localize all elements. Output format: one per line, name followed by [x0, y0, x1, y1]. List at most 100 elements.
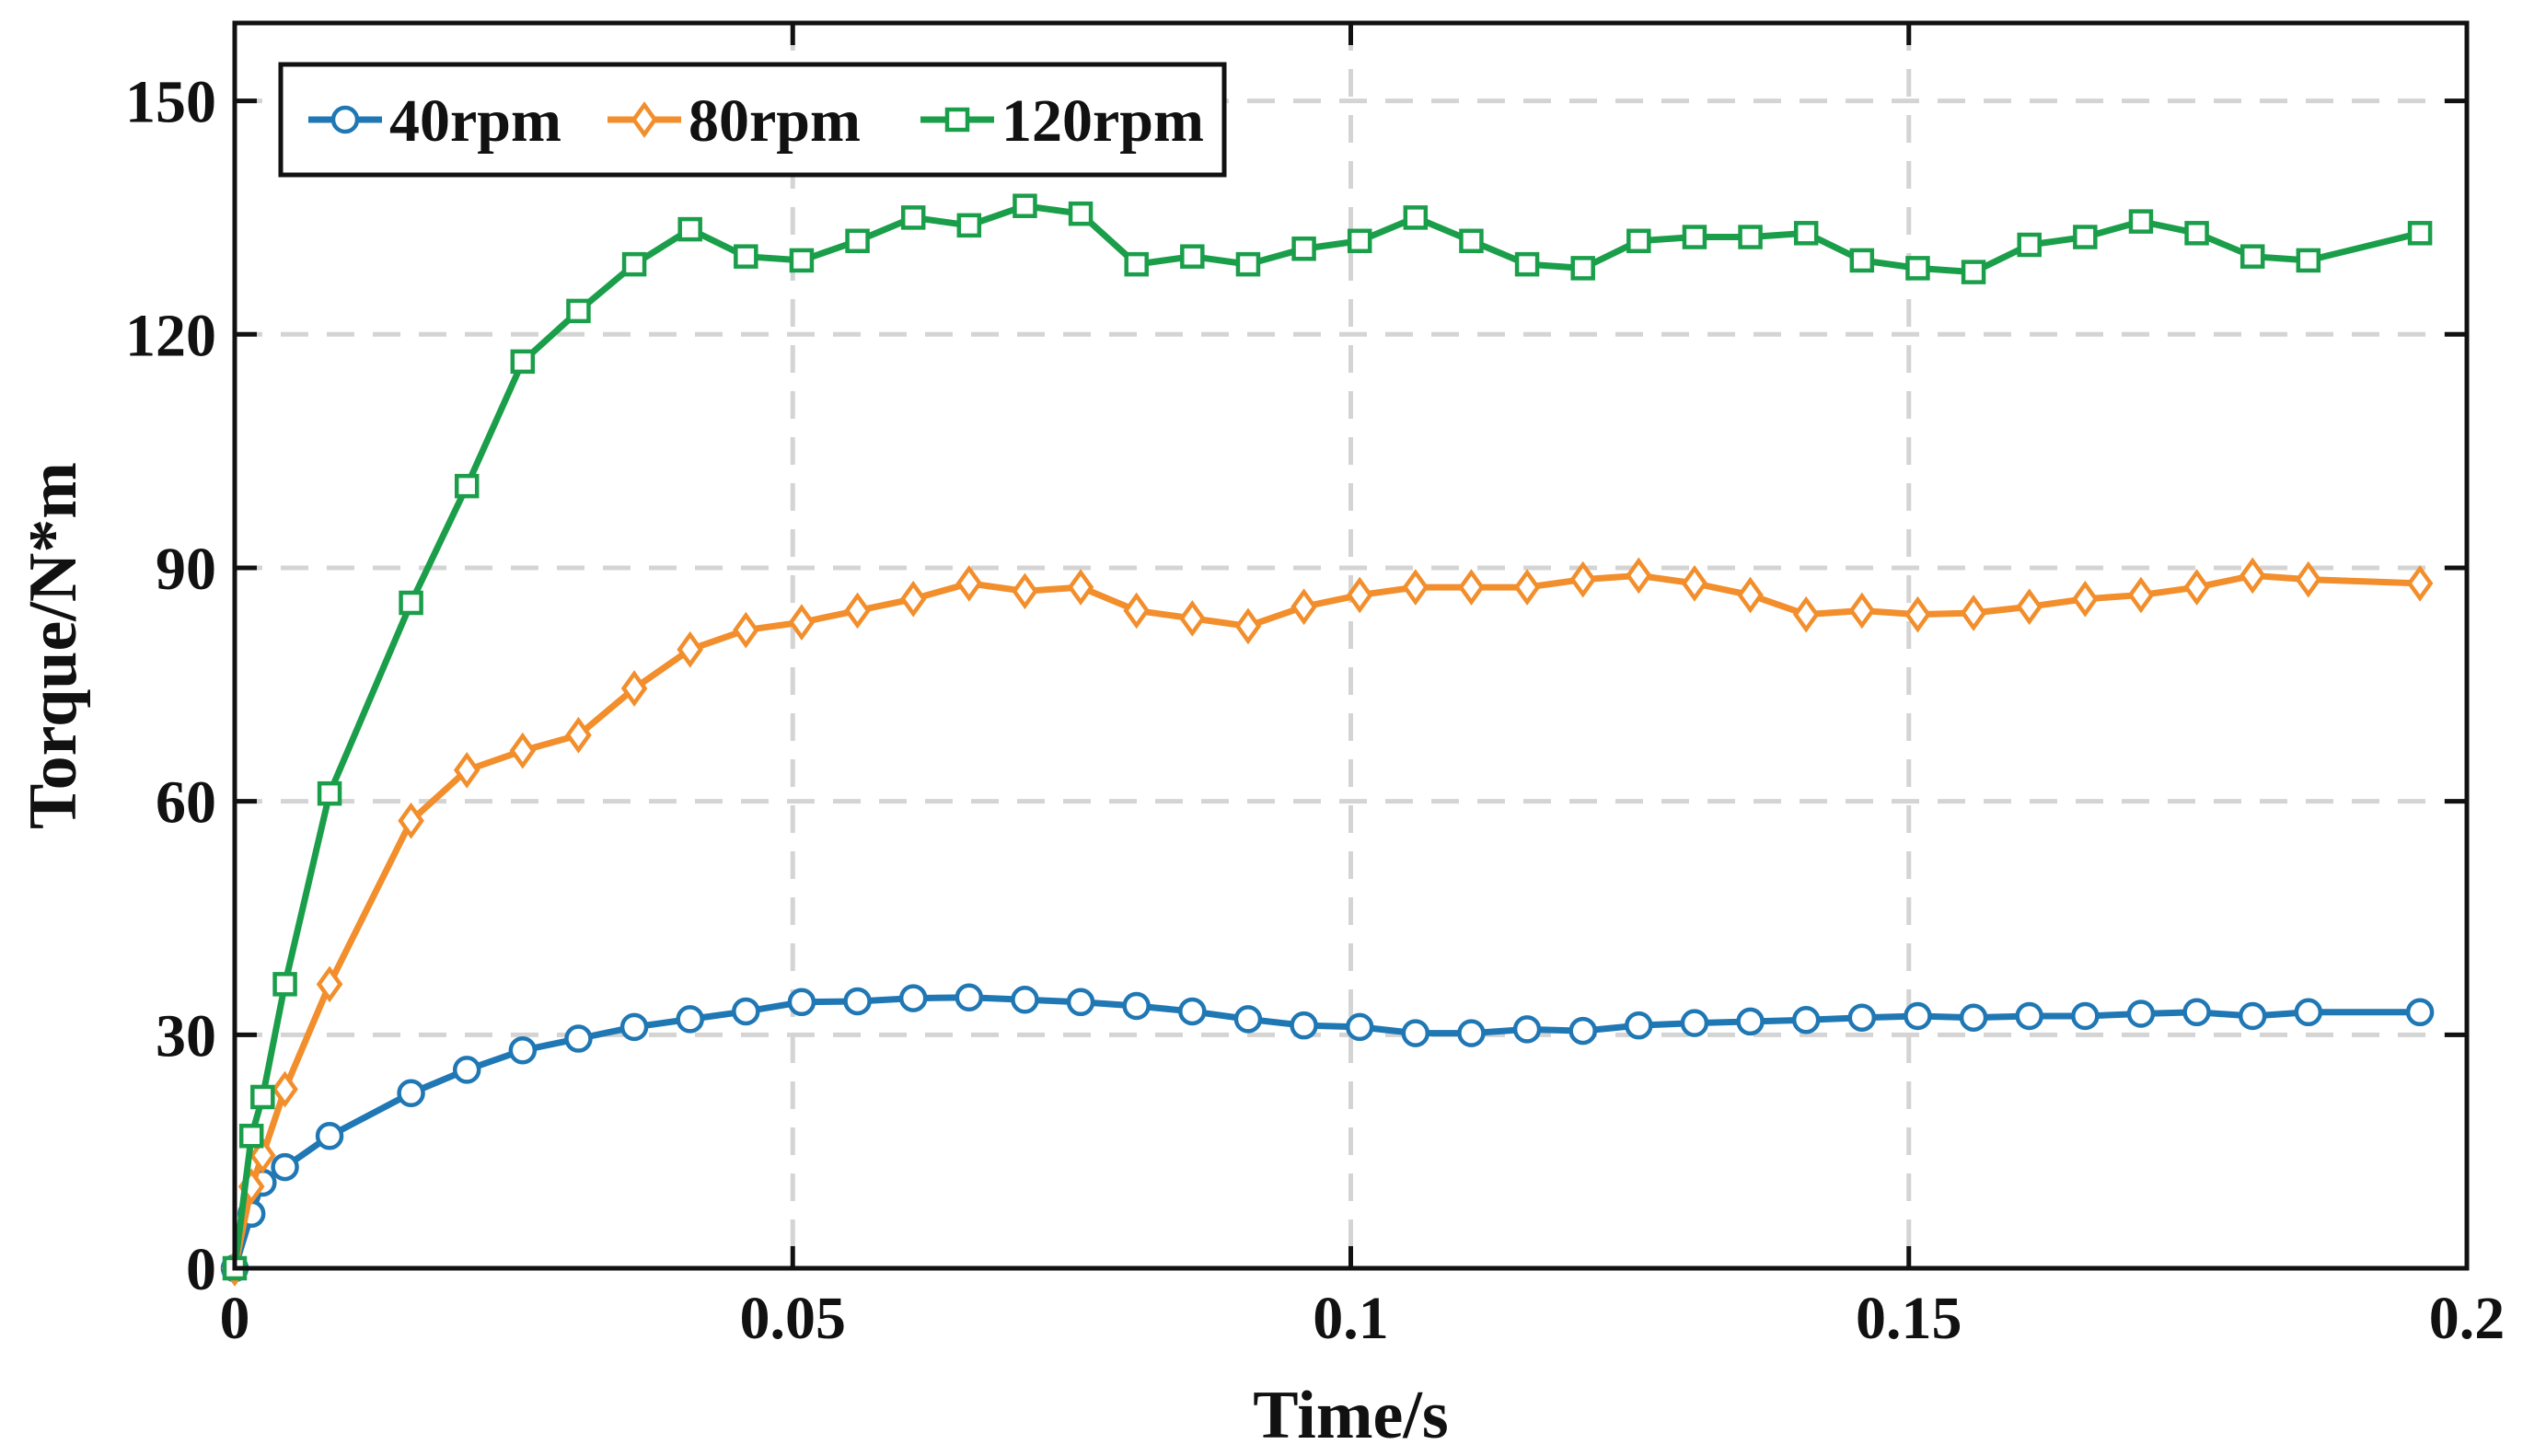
data-point-40rpm: [2238, 1001, 2267, 1031]
data-point-40rpm: [898, 984, 928, 1012]
data-point-80rpm: [2072, 580, 2099, 618]
data-point-80rpm: [788, 604, 816, 641]
data-point-120rpm: [1403, 205, 1429, 230]
data-point-120rpm: [1626, 228, 1651, 254]
x-tick-label: 0.15: [1856, 1285, 1962, 1352]
y-tick-label: 30: [156, 1002, 216, 1069]
data-point-40rpm: [2294, 998, 2323, 1027]
legend-box: [278, 62, 1227, 178]
legend-marker: [944, 107, 970, 133]
data-point-40rpm: [397, 1079, 425, 1107]
data-point-120rpm: [1961, 260, 1986, 284]
y-tick-label: 90: [156, 536, 216, 603]
data-point-120rpm: [317, 780, 342, 806]
y-tick-label: 150: [125, 69, 216, 136]
data-point-40rpm: [1290, 1011, 1318, 1040]
data-point-120rpm: [900, 205, 926, 230]
data-point-40rpm: [2071, 1001, 2100, 1031]
data-point-40rpm: [1066, 988, 1095, 1017]
data-point-120rpm: [1180, 244, 1205, 269]
data-point-80rpm: [2295, 560, 2322, 598]
legend-label: 80rpm: [689, 87, 861, 155]
data-point-80rpm: [316, 965, 343, 1003]
data-point-80rpm: [1792, 595, 1820, 633]
data-point-80rpm: [1904, 595, 1931, 633]
data-point-120rpm: [1682, 225, 1707, 249]
data-point-80rpm: [272, 1070, 298, 1108]
data-point-80rpm: [1012, 572, 1038, 610]
data-point-40rpm: [2182, 998, 2211, 1027]
data-point-40rpm: [676, 1005, 704, 1034]
data-point-80rpm: [1848, 592, 1876, 630]
data-point-120rpm: [1793, 221, 1819, 246]
data-point-120rpm: [621, 251, 647, 277]
data-point-120rpm: [238, 1123, 264, 1149]
data-point-40rpm: [1122, 991, 1151, 1021]
data-point-40rpm: [955, 983, 984, 1011]
data-point-120rpm: [1905, 256, 1930, 281]
y-tick-label: 0: [186, 1236, 216, 1303]
data-point-40rpm: [787, 988, 816, 1017]
legend-marker: [330, 105, 360, 134]
y-axis-title: Torque/N*m: [16, 462, 91, 829]
data-point-40rpm: [2126, 1000, 2156, 1028]
data-point-120rpm: [250, 1084, 275, 1110]
data-point-80rpm: [1123, 592, 1150, 630]
data-point-120rpm: [510, 349, 536, 375]
legend: 40rpm 80rpm 120rpm: [278, 62, 1227, 178]
tick-labels: 0 0.05 0.1 0.15 0.2 0 30 60 90 120 150: [125, 69, 2505, 1352]
data-point-80rpm: [677, 630, 703, 668]
data-point-80rpm: [2016, 588, 2043, 626]
data-point-120rpm: [566, 298, 591, 324]
data-point-40rpm: [619, 1012, 649, 1042]
data-point-80rpm: [565, 716, 592, 754]
data-point-120rpm: [2239, 244, 2265, 269]
data-point-120rpm: [2296, 248, 2321, 273]
data-point-80rpm: [620, 670, 648, 707]
data-point-120rpm: [734, 244, 758, 269]
x-tick-label: 0.05: [740, 1285, 847, 1352]
data-point-80rpm: [1402, 569, 1429, 606]
data-point-40rpm: [1847, 1003, 1877, 1032]
data-point-120rpm: [956, 213, 982, 238]
data-point-120rpm: [399, 590, 423, 616]
data-point-80rpm: [2239, 557, 2266, 595]
series-40rpm: [220, 983, 2435, 1283]
data-point-120rpm: [1068, 201, 1094, 226]
data-point-80rpm: [1513, 569, 1541, 606]
axes: [232, 20, 2470, 1271]
data-point-120rpm: [1124, 251, 1149, 277]
data-point-120rpm: [1459, 228, 1484, 254]
data-point-40rpm: [1178, 997, 1207, 1026]
data-point-40rpm: [1345, 1012, 1374, 1042]
x-tick-label: 0.2: [2429, 1285, 2506, 1352]
data-point-120rpm: [2128, 209, 2154, 234]
series-line-40rpm: [231, 994, 2421, 1270]
data-point-40rpm: [508, 1035, 538, 1065]
data-point-40rpm: [1568, 1016, 1597, 1046]
y-tick-label: 60: [156, 769, 216, 837]
data-point-120rpm: [1514, 251, 1540, 277]
data-point-80rpm: [1681, 564, 1708, 602]
data-point-40rpm: [1736, 1007, 1765, 1036]
data-point-80rpm: [955, 564, 983, 602]
data-point-40rpm: [452, 1056, 481, 1084]
data-point-120rpm: [789, 248, 815, 273]
data-point-80rpm: [2406, 564, 2434, 602]
legend-entry-80rpm: 80rpm: [608, 87, 861, 155]
series-line-80rpm: [231, 572, 2421, 1269]
data-point-40rpm: [843, 987, 872, 1016]
x-tick-label: 0.1: [1313, 1285, 1389, 1352]
x-axis-title: Time/s: [1253, 1378, 1448, 1453]
data-point-40rpm: [1625, 1011, 1653, 1040]
legend-marker: [631, 101, 658, 138]
data-point-40rpm: [1457, 1019, 1486, 1047]
data-point-120rpm: [1291, 236, 1316, 261]
data-point-120rpm: [2017, 232, 2042, 258]
data-point-40rpm: [1791, 1005, 1821, 1034]
data-point-80rpm: [1290, 588, 1317, 626]
legend-label: 120rpm: [1001, 87, 1204, 155]
data-point-40rpm: [564, 1024, 593, 1053]
data-point-120rpm: [1849, 248, 1875, 273]
